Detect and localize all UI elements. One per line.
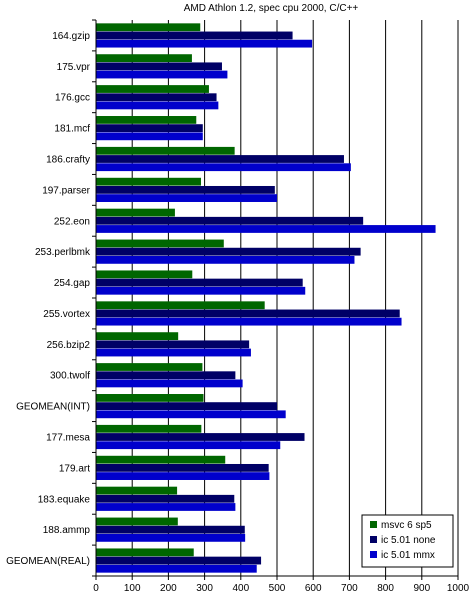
bar bbox=[96, 332, 179, 341]
bar bbox=[96, 410, 286, 419]
x-tick-label: 700 bbox=[341, 583, 358, 594]
bar bbox=[96, 503, 236, 511]
category-label: 254.gap bbox=[54, 278, 91, 289]
bar bbox=[96, 124, 203, 133]
bar bbox=[96, 402, 277, 411]
bar bbox=[96, 424, 202, 433]
category-label: 256.bzip2 bbox=[47, 340, 91, 351]
x-tick-label: 800 bbox=[377, 583, 394, 594]
bar bbox=[96, 31, 293, 40]
legend-label: msvc 6 sp5 bbox=[381, 520, 432, 531]
category-label: 255.vortex bbox=[43, 309, 90, 320]
bar bbox=[96, 270, 193, 279]
category-label: 188.ammp bbox=[43, 525, 91, 536]
bar bbox=[96, 255, 355, 264]
bar bbox=[96, 62, 222, 71]
bar bbox=[96, 93, 217, 102]
bar bbox=[96, 455, 226, 464]
x-tick-label: 400 bbox=[232, 583, 249, 594]
bar bbox=[96, 155, 344, 163]
bar bbox=[96, 301, 265, 310]
bar bbox=[96, 54, 192, 63]
bar bbox=[96, 317, 402, 326]
category-label: 175.vpr bbox=[57, 62, 91, 73]
category-label: 164.gzip bbox=[52, 31, 90, 42]
bar bbox=[96, 441, 281, 450]
bar bbox=[96, 486, 178, 495]
bar bbox=[96, 363, 203, 371]
bar bbox=[96, 548, 194, 557]
category-label: 197.parser bbox=[42, 185, 90, 196]
bar bbox=[96, 101, 219, 110]
x-tick-label: 600 bbox=[305, 583, 322, 594]
bar bbox=[96, 517, 178, 526]
bar bbox=[96, 163, 351, 172]
bar bbox=[96, 132, 203, 141]
bars-group bbox=[96, 23, 436, 573]
bar bbox=[96, 309, 400, 318]
bar bbox=[96, 208, 175, 217]
bar bbox=[96, 185, 275, 194]
bar bbox=[96, 278, 303, 287]
bar bbox=[96, 340, 250, 349]
bar bbox=[96, 525, 245, 534]
category-label: 252.eon bbox=[54, 216, 90, 227]
legend-label: ic 5.01 mmx bbox=[381, 550, 435, 561]
legend-swatch bbox=[370, 536, 377, 543]
x-tick-label: 500 bbox=[269, 583, 286, 594]
category-label: 183.equake bbox=[38, 494, 91, 505]
bar bbox=[96, 463, 269, 472]
bar bbox=[96, 85, 209, 93]
bar bbox=[96, 247, 361, 256]
category-label: 300.twolf bbox=[50, 371, 90, 382]
bar bbox=[96, 433, 305, 441]
x-tick-label: 100 bbox=[124, 583, 141, 594]
axes bbox=[92, 19, 459, 580]
category-label: 176.gcc bbox=[55, 93, 90, 104]
bar bbox=[96, 39, 313, 48]
x-tick-label: 0 bbox=[93, 583, 99, 594]
chart-title: AMD Athlon 1.2, spec cpu 2000, C/C++ bbox=[184, 3, 359, 14]
bar bbox=[96, 70, 228, 79]
x-tick-label: 900 bbox=[413, 583, 430, 594]
category-label: GEOMEAN(INT) bbox=[16, 402, 90, 413]
bar bbox=[96, 556, 262, 565]
bar bbox=[96, 564, 257, 573]
bar bbox=[96, 348, 251, 357]
bar bbox=[96, 394, 204, 402]
bar bbox=[96, 286, 306, 295]
bar bbox=[96, 533, 246, 542]
category-label: 181.mcf bbox=[54, 124, 90, 135]
grid-lines bbox=[131, 20, 459, 576]
legend-swatch bbox=[370, 551, 377, 558]
bar bbox=[96, 472, 270, 480]
bar bbox=[96, 23, 201, 32]
legend-label: ic 5.01 none bbox=[381, 535, 436, 546]
category-label: GEOMEAN(REAL) bbox=[6, 556, 90, 567]
legend-swatch bbox=[370, 521, 377, 528]
bar bbox=[96, 379, 243, 388]
x-tick-label: 1000 bbox=[447, 583, 470, 594]
x-axis-tick-labels: 0 100 200 300 400 500 600 700 800 900 1000 bbox=[93, 583, 469, 594]
bar bbox=[96, 146, 235, 155]
x-tick-label: 300 bbox=[196, 583, 213, 594]
bar bbox=[96, 239, 224, 248]
category-label: 179.art bbox=[59, 463, 90, 474]
category-labels: 164.gzip 175.vpr 176.gcc 181.mcf 186.crafty 1… bbox=[6, 31, 91, 567]
legend: msvc 6 sp5 ic 5.01 none ic 5.01 mmx bbox=[361, 514, 454, 568]
bar bbox=[96, 494, 235, 503]
bar bbox=[96, 194, 277, 202]
x-tick-label: 200 bbox=[160, 583, 177, 594]
category-label: 253.perlbmk bbox=[35, 247, 91, 258]
bar bbox=[96, 225, 436, 233]
bar bbox=[96, 116, 197, 124]
bar bbox=[96, 177, 201, 186]
category-label: 186.crafty bbox=[46, 155, 90, 166]
bar bbox=[96, 371, 236, 380]
bar bbox=[96, 216, 364, 225]
category-label: 177.mesa bbox=[46, 433, 90, 444]
legend-box bbox=[361, 514, 454, 568]
